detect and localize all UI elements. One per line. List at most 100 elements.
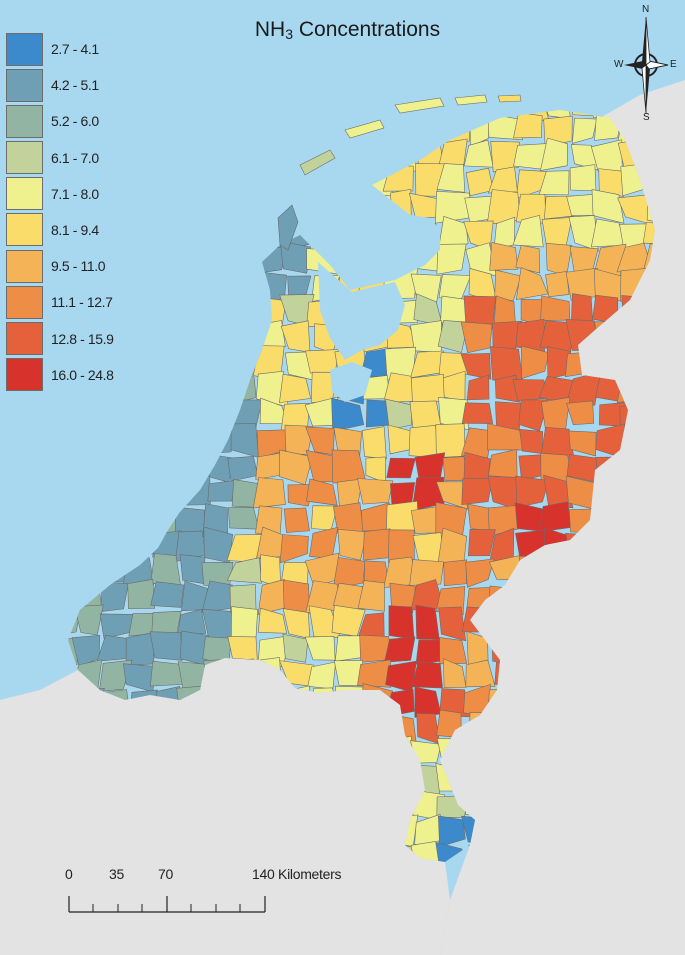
municipality-region xyxy=(543,474,574,509)
municipality-region xyxy=(228,269,258,303)
legend-item: 7.1 - 8.0 xyxy=(6,177,114,211)
municipality-region xyxy=(153,396,181,427)
municipality-region xyxy=(122,241,154,278)
municipality-region xyxy=(361,426,387,460)
municipality-region xyxy=(123,663,156,693)
legend-swatch xyxy=(6,249,43,283)
municipality-region xyxy=(538,501,572,533)
municipality-region xyxy=(126,451,158,483)
ijsselmeer xyxy=(318,262,405,360)
municipality-region xyxy=(124,220,155,247)
map-title: NH3 Concentrations xyxy=(254,18,441,42)
compass-west: W xyxy=(614,59,624,70)
legend-label: 16.0 - 24.8 xyxy=(51,366,114,383)
municipality-region xyxy=(591,189,625,224)
municipality-region xyxy=(412,118,438,146)
municipality-region xyxy=(176,324,211,354)
legend-label: 4.2 - 5.1 xyxy=(51,77,99,94)
municipality-region xyxy=(131,504,160,536)
municipality-region xyxy=(126,111,158,146)
municipality-region xyxy=(150,422,184,459)
municipality-region xyxy=(465,659,496,688)
municipality-region xyxy=(437,320,469,353)
municipality-region xyxy=(364,143,390,169)
municipality-region xyxy=(123,162,151,195)
legend-swatch xyxy=(6,358,43,392)
municipality-region xyxy=(226,242,258,270)
municipality-region xyxy=(72,426,104,453)
municipality-region xyxy=(181,248,206,273)
municipality-region xyxy=(128,324,152,354)
municipality-region xyxy=(201,580,234,614)
municipality-region xyxy=(68,422,80,459)
municipality-region xyxy=(358,192,393,224)
municipality-region xyxy=(257,119,285,145)
municipality-region xyxy=(228,110,260,118)
municipality-region xyxy=(414,221,440,250)
municipality-region xyxy=(284,112,315,145)
municipality-region xyxy=(390,188,412,222)
municipality-region xyxy=(357,478,394,505)
municipality-region xyxy=(227,298,263,327)
municipality-region xyxy=(409,559,444,586)
municipality-region xyxy=(252,162,285,199)
municipality-region xyxy=(178,216,210,245)
municipality-region xyxy=(386,457,416,479)
legend-item: 6.1 - 7.0 xyxy=(6,141,114,175)
municipality-region xyxy=(282,633,309,663)
municipality-region xyxy=(540,295,571,321)
municipality-region xyxy=(438,274,472,300)
municipality-region xyxy=(227,374,257,404)
municipality-region xyxy=(71,398,105,431)
legend-item: 5.2 - 6.0 xyxy=(6,104,114,138)
municipality-region xyxy=(385,111,412,144)
municipality-region xyxy=(282,608,311,640)
legend-label: 7.1 - 8.0 xyxy=(51,185,99,202)
legend-label: 6.1 - 7.0 xyxy=(51,149,99,166)
scale-label-35: 35 xyxy=(109,866,124,882)
municipality-region xyxy=(178,400,209,430)
municipality-region xyxy=(128,351,158,377)
scale-label-140: 140 Kilometers xyxy=(252,866,342,882)
municipality-region xyxy=(435,423,466,458)
municipality-region xyxy=(178,110,204,118)
municipality-region xyxy=(176,475,211,506)
municipality-region xyxy=(467,529,496,557)
municipality-region xyxy=(357,659,392,688)
legend-item: 8.1 - 9.4 xyxy=(6,213,114,247)
municipality-region xyxy=(153,294,184,325)
municipality-region xyxy=(598,168,626,197)
municipality-region xyxy=(123,371,154,400)
municipality-region xyxy=(519,428,543,454)
municipality-region xyxy=(385,398,413,430)
municipality-region xyxy=(331,397,365,432)
municipality-region xyxy=(311,191,339,223)
municipality-region xyxy=(544,195,574,220)
municipality-region xyxy=(127,482,160,511)
municipality-region xyxy=(486,189,521,225)
municipality-region xyxy=(570,293,593,328)
legend-label: 2.7 - 4.1 xyxy=(51,41,99,57)
municipality-region xyxy=(490,110,519,119)
municipality-region xyxy=(208,114,237,147)
compass-south: S xyxy=(643,112,650,123)
legend-label: 12.8 - 15.9 xyxy=(51,330,114,347)
scale-label-0: 0 xyxy=(65,866,73,882)
legend-item: 9.5 - 11.0 xyxy=(6,249,114,283)
municipality-region xyxy=(149,110,185,121)
municipality-region xyxy=(488,448,518,479)
legend-label: 8.1 - 9.4 xyxy=(51,221,99,238)
municipality-region xyxy=(360,220,389,251)
legend-label: 9.5 - 11.0 xyxy=(51,258,106,275)
municipality-region xyxy=(68,607,82,638)
municipality-region xyxy=(180,296,211,326)
municipality-region xyxy=(438,606,467,642)
municipality-region xyxy=(414,452,446,479)
municipality-region xyxy=(175,191,207,222)
municipality-region xyxy=(99,613,133,639)
compass-icon xyxy=(624,16,669,114)
belgium-land xyxy=(0,658,450,955)
municipality-region xyxy=(176,268,210,302)
municipality-region xyxy=(149,318,181,352)
municipality-region xyxy=(68,508,77,537)
